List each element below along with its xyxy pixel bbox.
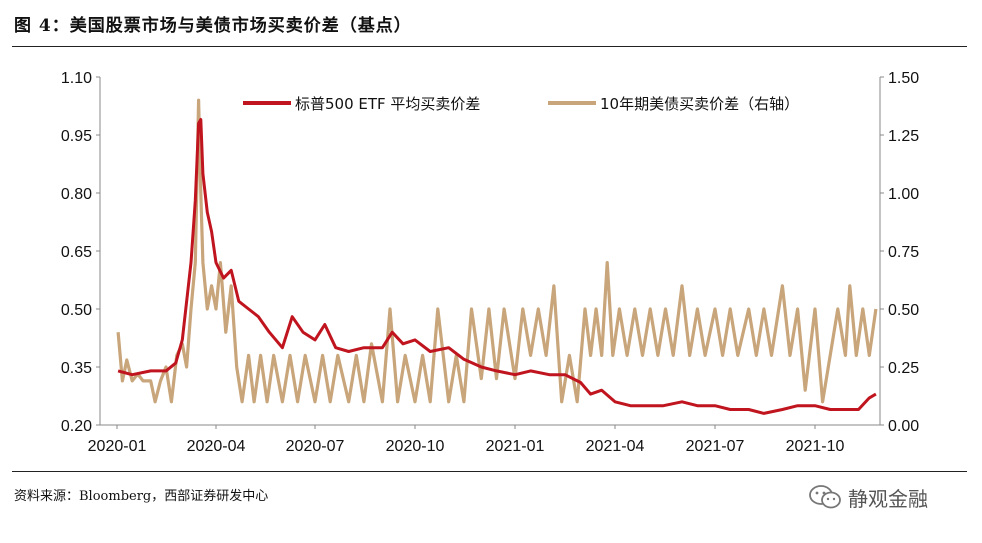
chart-axes: 0.20 0.35 0.50 0.65 0.80 0.95 1.10 0.00 0.25 0.50… [61, 70, 919, 455]
wechat-icon [809, 485, 841, 509]
figure-title: 图 4：美国股票市场与美债市场买卖价差（基点） [14, 16, 412, 36]
right-tick-label: 1.00 [888, 186, 919, 203]
x-tick-label: 2020-07 [286, 438, 345, 455]
x-tick-label: 2020-10 [386, 438, 445, 455]
left-tick-label: 1.10 [61, 70, 92, 87]
legend-label: 标普500 ETF 平均买卖价差 [295, 95, 480, 113]
x-tick-label: 2021-10 [786, 438, 845, 455]
left-tick-label: 0.50 [61, 302, 92, 319]
series-layer [116, 98, 878, 415]
top-rule [12, 46, 967, 47]
left-tick-label: 0.80 [61, 186, 92, 203]
x-tick-label: 2020-04 [187, 438, 246, 455]
bottom-rule [12, 471, 967, 472]
source-note: 资料来源：Bloomberg，西部证券研发中心 [14, 489, 269, 504]
legend-label: 10年期美债买卖价差（右轴） [600, 95, 799, 113]
watermark: 静观金融 [808, 480, 928, 514]
right-tick-label: 0.00 [888, 418, 919, 435]
left-tick-label: 0.35 [61, 360, 92, 377]
series-line-ust10y [116, 98, 878, 404]
x-tick-label: 2021-01 [486, 438, 545, 455]
x-tick-label: 2021-07 [686, 438, 745, 455]
x-tick-label: 2020-01 [88, 438, 147, 455]
x-tick-label: 2021-04 [586, 438, 645, 455]
right-tick-label: 1.25 [888, 128, 919, 145]
chart-legend: 标普500 ETF 平均买卖价差 10年期美债买卖价差（右轴） [243, 95, 799, 113]
right-tick-label: 0.50 [888, 302, 919, 319]
left-tick-label: 0.20 [61, 418, 92, 435]
line-chart: 0.20 0.35 0.50 0.65 0.80 0.95 1.10 0.00 0.25 0.50… [61, 70, 919, 455]
watermark-text: 静观金融 [848, 486, 928, 511]
right-tick-label: 0.25 [888, 360, 919, 377]
left-tick-label: 0.95 [61, 128, 92, 145]
right-tick-label: 0.75 [888, 244, 919, 261]
series-line-sp500-etf [117, 118, 877, 415]
left-tick-label: 0.65 [61, 244, 92, 261]
right-tick-label: 1.50 [888, 70, 919, 87]
